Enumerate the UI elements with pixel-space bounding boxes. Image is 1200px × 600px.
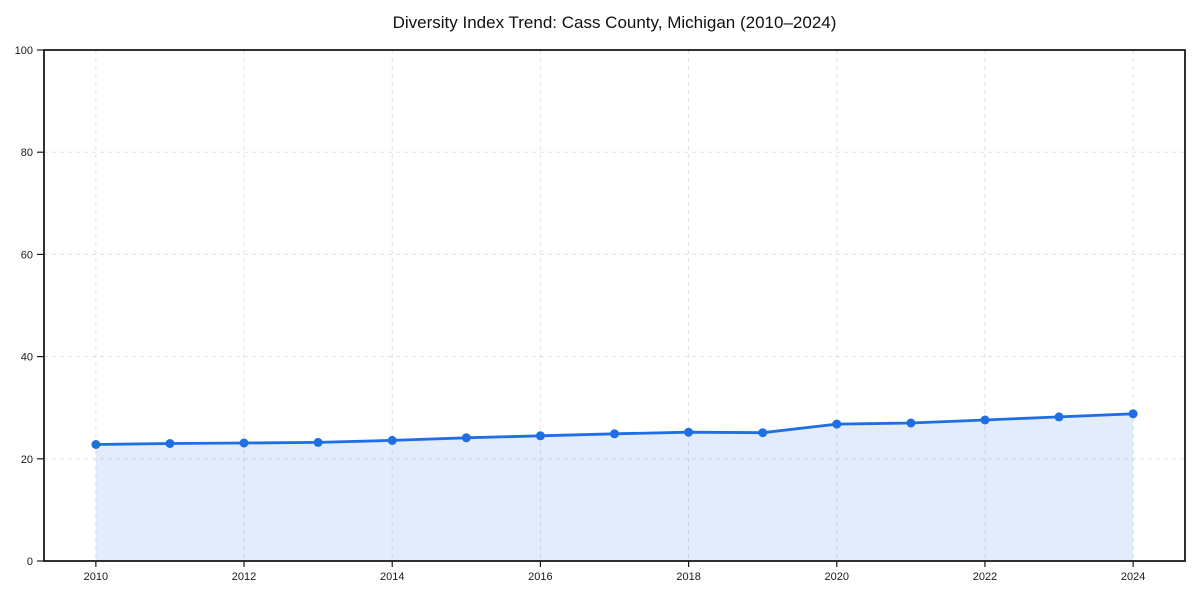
data-point-marker — [1128, 409, 1138, 419]
data-point-marker — [91, 440, 101, 449]
data-point-marker — [906, 418, 916, 428]
y-tick-label: 0 — [27, 556, 33, 568]
y-tick-label: 80 — [21, 147, 33, 159]
y-tick-label: 40 — [21, 352, 33, 364]
x-tick-label: 2024 — [1121, 571, 1145, 583]
data-point-marker — [535, 431, 545, 441]
x-tick-label: 2018 — [676, 571, 700, 583]
data-point-marker — [387, 435, 397, 445]
area-fill — [95, 413, 1134, 561]
y-tick-label: 20 — [21, 454, 33, 466]
x-tick-label: 2016 — [528, 571, 552, 583]
plot-border — [43, 49, 1186, 562]
data-point-marker — [610, 429, 619, 439]
y-tick-label: 100 — [15, 45, 33, 57]
data-point-marker — [980, 415, 990, 425]
data-point-marker — [684, 427, 694, 437]
data-point-marker — [313, 437, 323, 447]
x-tick-label: 2020 — [825, 571, 849, 583]
data-point-marker — [461, 433, 471, 443]
x-tick-label: 2010 — [84, 571, 108, 583]
data-point-marker — [1054, 412, 1064, 422]
x-tick-label: 2022 — [973, 571, 997, 583]
data-point-marker — [832, 419, 842, 429]
data-point-marker — [758, 428, 768, 438]
x-tick-label: 2014 — [380, 571, 404, 583]
data-point-marker — [165, 439, 175, 448]
y-tick-label: 60 — [21, 249, 33, 261]
x-tick-label: 2012 — [232, 571, 256, 583]
chart-title: Diversity Index Trend: Cass County, Mich… — [392, 13, 837, 32]
data-point-marker — [239, 438, 249, 448]
